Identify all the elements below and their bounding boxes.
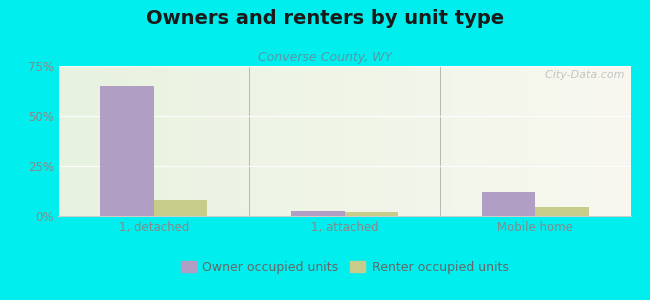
Text: Owners and renters by unit type: Owners and renters by unit type	[146, 9, 504, 28]
Bar	[291, 211, 344, 216]
Bar	[154, 200, 207, 216]
Bar	[482, 192, 535, 216]
Bar	[101, 86, 154, 216]
Bar	[535, 207, 588, 216]
Text: City-Data.com: City-Data.com	[538, 70, 625, 80]
Bar	[344, 212, 398, 216]
Text: Converse County, WY: Converse County, WY	[258, 51, 392, 64]
Legend: Owner occupied units, Renter occupied units: Owner occupied units, Renter occupied un…	[176, 256, 514, 279]
